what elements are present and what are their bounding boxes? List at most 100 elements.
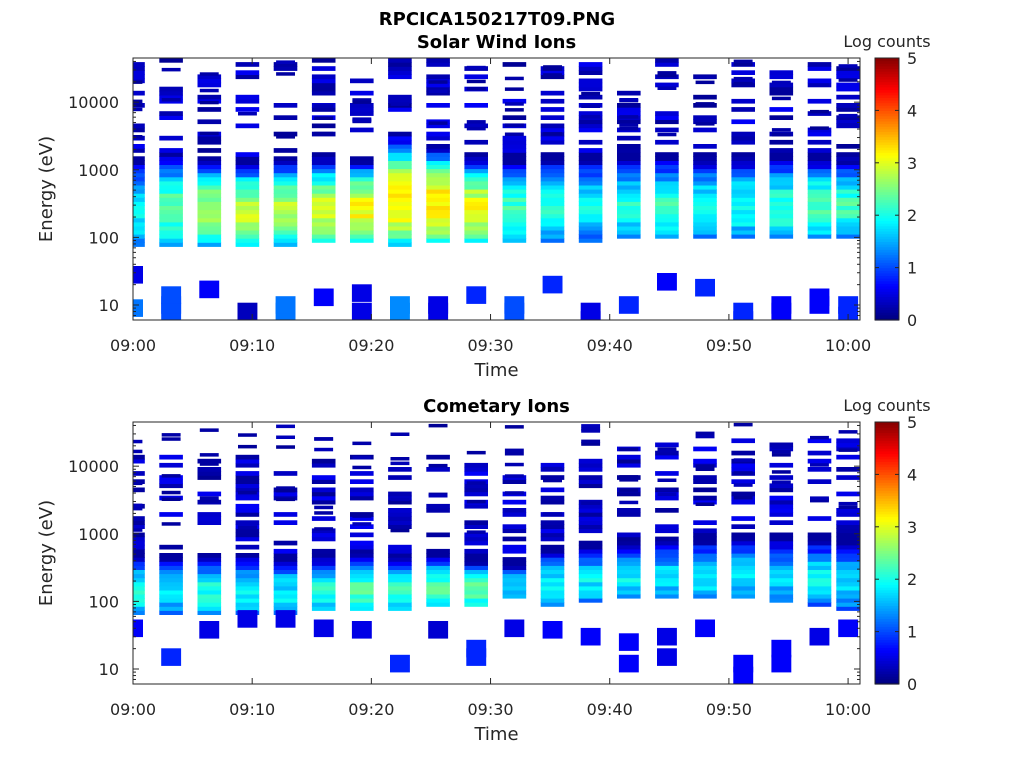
heatmap-cell [733,422,753,427]
y-tick-label: 100 [88,592,119,611]
heatmap-cell [388,602,412,607]
heatmap-cell [311,217,336,223]
heatmap-cell [238,433,257,437]
heatmap-cell [731,581,755,587]
heatmap-cell [273,557,298,562]
heatmap-cell [693,217,717,223]
heatmap-cell [733,458,753,462]
x-tick-label: 09:00 [110,336,156,355]
heatmap-cell [578,548,603,554]
heatmap-cell [733,76,753,81]
heatmap-cell [352,522,372,526]
heatmap-cell [502,197,527,202]
heatmap-cell [540,193,565,198]
heatmap-cell [159,512,183,517]
heatmap-cell [807,532,832,538]
colorbar-segment [875,270,899,274]
heatmap-cell [276,435,295,439]
heatmap-cell [426,135,450,141]
heatmap-cell [657,448,677,453]
heatmap-cell [733,62,753,67]
colorbar-segment [875,170,899,174]
heatmap-cell [540,225,565,231]
heatmap-cell [311,602,336,607]
heatmap-cell [540,184,565,190]
heatmap-cell [502,156,527,161]
heatmap-cell [390,58,410,62]
heatmap-cell [769,565,794,570]
heatmap-cell [731,135,755,141]
colorbar-segment [875,65,899,70]
heatmap-cell [133,581,145,587]
heatmap-cell [502,139,527,145]
heatmap-cell [502,144,527,149]
heatmap-cell [133,516,145,521]
heatmap-cell [426,561,450,566]
heatmap-cell [197,189,222,194]
heatmap-cell [693,593,717,599]
heatmap-cell [655,217,679,223]
heatmap-cell [695,502,715,506]
colorbar-tick-label: 0 [907,675,917,694]
heatmap-cell [388,168,412,174]
heatmap-cell [693,209,717,215]
heatmap-cell [235,193,260,198]
heatmap-cell [273,234,298,239]
heatmap-cell [235,209,260,215]
colorbar-tick-label: 3 [907,154,917,173]
colorbar-segment [875,558,899,562]
colorbar-segment [875,532,899,536]
heatmap-cell [769,544,794,550]
heatmap-cell [655,229,679,235]
colorbar-segment [875,579,899,583]
colorbar-segment [875,81,899,85]
heatmap-cell [693,548,717,554]
colorbar-segment [875,435,899,439]
heatmap-cell [314,527,334,531]
heatmap-cell [352,514,372,518]
heatmap-cell [235,487,260,493]
heatmap-cell [235,62,260,67]
heatmap-cell [540,152,565,157]
heatmap-cell [731,221,755,227]
colorbar-segment [875,505,899,510]
colorbar-segment [875,442,899,447]
heatmap-cell [159,115,183,120]
heatmap-cell [655,593,679,599]
heatmap-cell [273,66,298,71]
heatmap-cell [731,197,755,202]
heatmap-cell [388,131,412,137]
heatmap-cell [693,152,717,157]
heatmap-cell [133,201,145,206]
heatmap-cell [617,508,641,513]
heatmap-cell [655,164,679,170]
heatmap-cell [197,581,222,587]
heatmap-cell [617,193,641,198]
heatmap-cell [578,229,603,235]
heatmap-cell [769,201,794,206]
heatmap-cell [466,79,486,84]
heatmap-cell [807,548,832,554]
heatmap-cell [426,548,450,554]
heatmap-cell [350,156,374,161]
heatmap-cell [390,461,410,466]
heatmap-cell [133,99,143,104]
heatmap-cell [836,454,860,460]
heatmap-cell [426,164,450,170]
heatmap-cell [540,520,565,525]
heatmap-cell [578,462,603,468]
heatmap-cell [617,160,641,165]
heatmap-cell [388,160,412,165]
colorbar-segment [875,291,899,295]
heatmap-cell [273,573,298,579]
colorbar-segment [875,299,899,303]
heatmap-cell [693,176,717,182]
heatmap-cell [314,116,334,120]
colorbar-segment [875,296,899,300]
heatmap-cell [540,209,565,215]
heatmap-cell [273,164,298,170]
heatmap-cell [464,598,488,603]
heatmap-cell [655,205,679,211]
heatmap-cell [311,593,336,599]
heatmap-cell [693,156,717,161]
